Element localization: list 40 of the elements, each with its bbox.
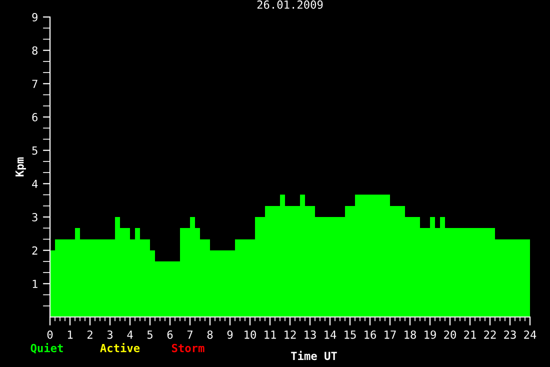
x-tick-label: 9 [227,330,233,339]
chart-title: 26.01.2009 [257,0,323,9]
x-tick-label: 14 [324,330,336,339]
x-tick-label: 4 [127,330,133,339]
x-tick-label: 23 [504,330,516,339]
x-tick-label: 10 [244,330,256,339]
y-tick-label: 5 [32,146,38,155]
text: Storm [172,344,204,352]
x-tick-label: 2 [87,330,92,339]
x-tick-label: 12 [284,330,296,339]
x-tick-label: 16 [364,330,376,339]
x-tick-label: 11 [264,330,276,339]
x-axis-title: Time UT [291,350,337,360]
x-tick-label: 8 [207,330,213,339]
y-tick-label: 7 [32,80,38,88]
x-tick-label: 18 [404,330,416,339]
x-tick-label: 3 [107,330,113,339]
x-tick-label: 20 [444,330,456,339]
x-tick-label: 1 [68,330,73,339]
y-tick-label: 6 [32,113,38,122]
y-tick-label: 3 [32,213,38,222]
text: Active [100,343,140,352]
y-tick-label: 8 [32,46,38,55]
x-tick-label: 22 [484,330,496,339]
x-tick-label: 21 [464,330,476,339]
x-tick-label: 17 [384,330,396,339]
x-tick-label: 13 [304,330,316,339]
x-tick-label: 0 [47,330,53,339]
y-tick-label: 2 [32,246,38,255]
x-tick-label: 24 [524,330,536,339]
x-tick-label: 6 [167,330,173,339]
y-tick-label: 9 [32,13,38,22]
y-tick-label: 1 [32,280,38,288]
x-tick-label: 19 [424,330,436,339]
x-tick-label: 5 [147,330,152,339]
x-tick-label: 7 [187,330,193,339]
text: Quiet [30,343,63,354]
y-axis-title: Kpm [16,157,26,176]
x-tick-label: 15 [344,330,356,339]
y-tick-label: 4 [32,180,38,188]
